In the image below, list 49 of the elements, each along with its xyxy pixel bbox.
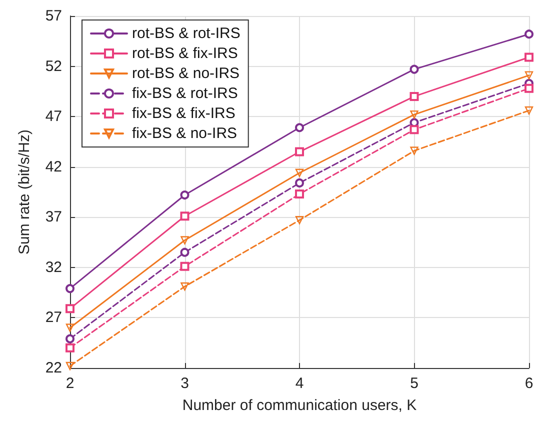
point: [524, 71, 534, 80]
point: [524, 106, 534, 115]
point: [66, 334, 74, 344]
x-tick-label: 5: [410, 375, 418, 392]
point: [180, 248, 190, 257]
point: [66, 304, 74, 314]
y-tick-label: 27: [45, 309, 62, 326]
point: [180, 190, 190, 200]
point: [66, 362, 74, 370]
legend-label: fix-BS & fix-IRS: [132, 105, 236, 122]
legend-label: fix-BS & rot-IRS: [132, 85, 238, 102]
point: [180, 236, 189, 244]
point: [410, 146, 418, 155]
x-tick-label: 3: [180, 375, 189, 392]
point: [295, 147, 304, 156]
point: [295, 190, 304, 199]
point: [524, 30, 534, 39]
y-tick-label: 57: [45, 8, 62, 24]
point: [295, 216, 304, 224]
y-tick-label: 42: [45, 158, 62, 176]
point: [410, 64, 419, 74]
y-tick-label: 37: [45, 208, 62, 226]
point: [524, 84, 534, 93]
point: [66, 324, 74, 332]
y-tick-label: 32: [45, 258, 62, 276]
legend-label: fix-BS & no-IRS: [132, 125, 238, 142]
x-axis-title: Number of communication users, K: [182, 397, 417, 414]
y-tick-label: 52: [45, 58, 62, 75]
point: [295, 168, 304, 177]
x-tick-label: 2: [66, 375, 74, 392]
y-tick-label: 22: [45, 360, 62, 376]
legend-label: rot-BS & fix-IRS: [132, 45, 238, 62]
point: [295, 123, 304, 132]
point: [410, 125, 419, 134]
point: [180, 212, 190, 221]
y-tick-label: 47: [45, 108, 62, 126]
point: [410, 110, 418, 119]
point: [66, 343, 74, 352]
point: [66, 284, 74, 294]
point: [180, 282, 189, 291]
y-axis-title: Sum rate (bit/s/Hz): [16, 129, 33, 255]
legend-label: rot-BS & no-IRS: [132, 65, 240, 82]
point: [524, 52, 534, 62]
point: [295, 178, 304, 188]
point: [410, 92, 419, 101]
x-tick-label: 6: [524, 375, 534, 392]
x-tick-label: 4: [295, 375, 304, 392]
point: [180, 262, 190, 271]
legend-label: rot-BS & rot-IRS: [132, 25, 240, 42]
